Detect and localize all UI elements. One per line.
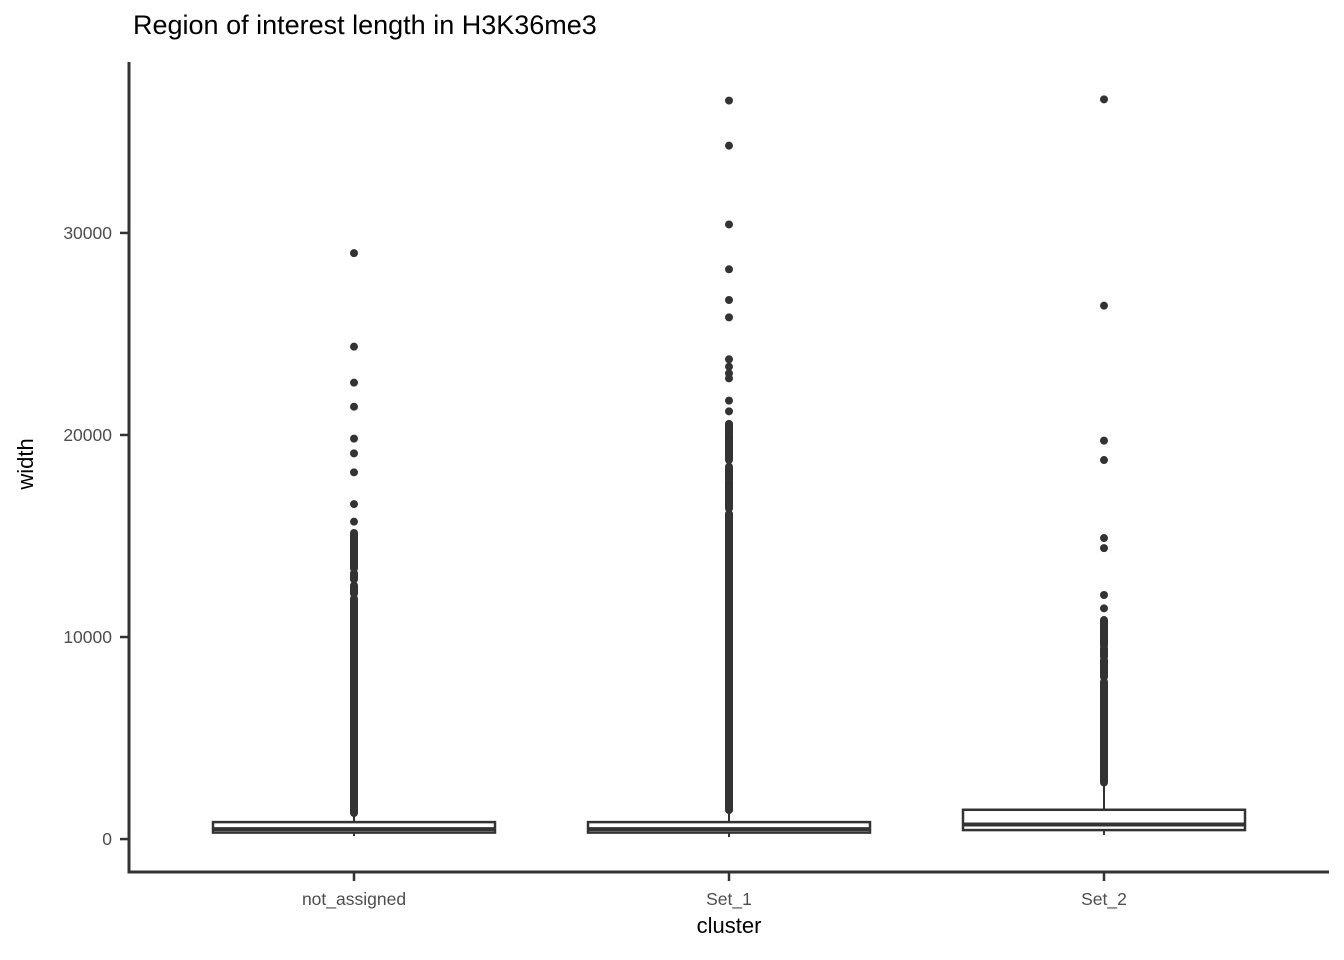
x-axis-title: cluster: [696, 913, 762, 938]
x-tick-label: Set_1: [706, 889, 752, 910]
outlier-dot-Set_2: [1100, 95, 1108, 104]
outlier-dot-Set_2: [1100, 534, 1108, 543]
y-axis-title: width: [13, 438, 38, 490]
y-tick-label: 20000: [63, 425, 112, 445]
outlier-dot-Set_2: [1100, 590, 1108, 599]
outlier-dot-Set_1: [725, 355, 733, 364]
outlier-dot-not_assigned: [350, 342, 358, 351]
x-tick-label: not_assigned: [302, 889, 406, 910]
outlier-dot-Set_1: [725, 220, 733, 229]
outlier-dot-not_assigned: [350, 449, 358, 458]
outlier-dot-Set_1: [725, 141, 733, 150]
x-tick-label: Set_2: [1081, 889, 1127, 910]
chart-title: Region of interest length in H3K36me3: [133, 10, 597, 40]
outlier-dot-Set_1: [725, 369, 733, 378]
outlier-dot-not_assigned: [350, 468, 358, 477]
outlier-dot-not_assigned: [350, 378, 358, 387]
outlier-dot-Set_2: [1100, 436, 1108, 445]
outlier-dot-Set_2: [1100, 604, 1108, 613]
outlier-dot-not_assigned: [350, 249, 358, 258]
outlier-dot-Set_2: [1100, 456, 1108, 465]
outlier-dot-not_assigned: [350, 434, 358, 443]
outlier-dot-Set_1: [725, 265, 733, 274]
outlier-dot-Set_1: [725, 96, 733, 105]
outlier-dot-Set_1: [725, 296, 733, 305]
outlier-dot-Set_2: [1100, 544, 1108, 553]
y-tick-label: 10000: [63, 627, 112, 647]
outlier-dot-not_assigned: [350, 517, 358, 526]
outlier-dot-Set_1: [725, 407, 733, 416]
box-rect-Set_2: [961, 808, 1247, 832]
outlier-dot-Set_2: [1100, 301, 1108, 310]
y-tick-label: 30000: [63, 223, 112, 243]
y-tick-label: 0: [102, 829, 112, 849]
outlier-dot-not_assigned: [350, 402, 358, 411]
outlier-dot-not_assigned: [350, 500, 358, 509]
outlier-dot-Set_1: [725, 396, 733, 405]
outlier-dot-Set_1: [725, 362, 733, 371]
outlier-dot-Set_1: [725, 313, 733, 322]
